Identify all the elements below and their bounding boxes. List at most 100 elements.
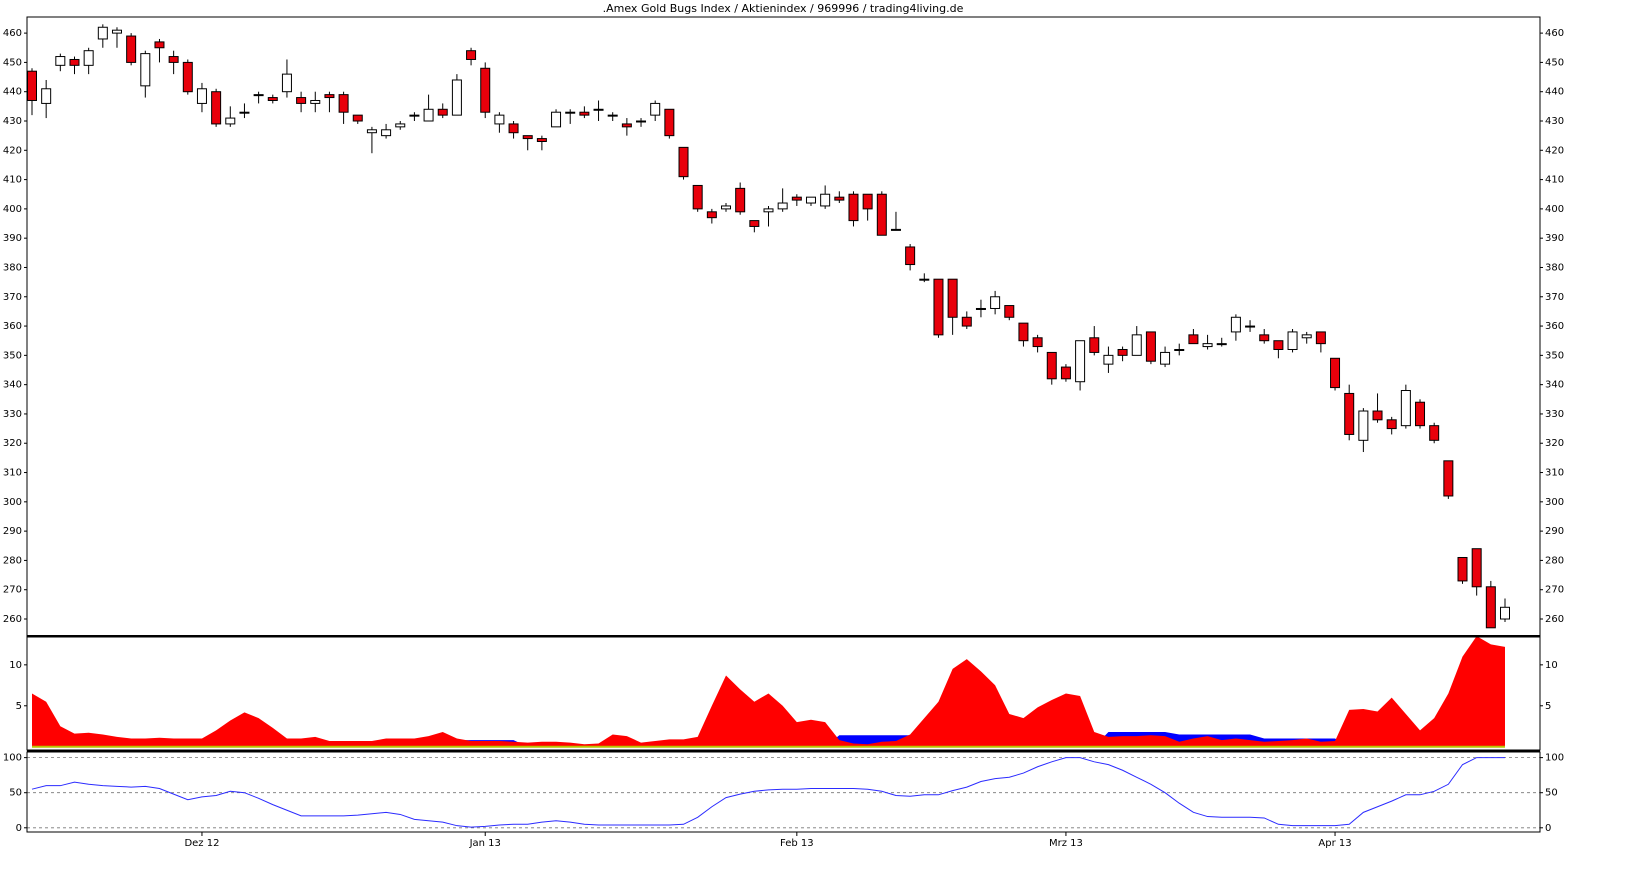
y-tick-label: 340	[3, 380, 22, 391]
candle-body	[721, 205, 732, 210]
candle-body	[1344, 392, 1355, 435]
candle-body	[890, 228, 901, 231]
candle-body	[1174, 348, 1185, 351]
y-tick-label: 350	[1545, 350, 1564, 361]
candle-body	[480, 67, 491, 113]
candle-body	[1443, 460, 1454, 497]
candle-body	[140, 53, 151, 87]
y-tick-label: 50	[1545, 788, 1558, 799]
candle-body	[1330, 357, 1341, 389]
candle-body	[281, 73, 292, 93]
candle-body	[1415, 401, 1426, 427]
x-tick-label: Mrz 13	[1049, 838, 1083, 849]
candle-body	[593, 108, 604, 111]
candle-body	[1160, 351, 1171, 365]
y-tick-label: 330	[1545, 409, 1564, 420]
candle-body	[735, 187, 746, 213]
candle-body	[876, 193, 887, 236]
candle-body	[1004, 305, 1015, 318]
candle-body	[975, 307, 986, 310]
candle-body	[1485, 586, 1496, 629]
candle-body	[324, 94, 335, 99]
candle-body	[990, 296, 1001, 309]
candle-body	[1131, 334, 1142, 356]
candle-body	[636, 120, 647, 123]
candle-body	[366, 129, 377, 134]
y-tick-label: 100	[1545, 753, 1564, 764]
candle-body	[1032, 337, 1043, 348]
candle-body	[296, 97, 307, 104]
y-tick-label: 340	[1545, 380, 1564, 391]
candle-body	[1386, 419, 1397, 430]
candle-body	[692, 184, 703, 210]
area	[32, 636, 1505, 747]
y-tick-label: 360	[1545, 321, 1564, 332]
candle-body	[1315, 331, 1326, 345]
y-tick-label: 410	[1545, 175, 1564, 186]
candle-body	[196, 88, 207, 104]
candle-body	[1046, 351, 1057, 380]
y-tick-label: 460	[1545, 28, 1564, 39]
candle-body	[664, 108, 675, 137]
candle-body	[1018, 322, 1029, 342]
candle-body	[820, 193, 831, 207]
y-tick-label: 400	[3, 204, 22, 215]
y-tick-label: 0	[1545, 823, 1551, 834]
candle-body	[1145, 331, 1156, 362]
y-tick-label: 260	[1545, 614, 1564, 625]
y-tick-label: 420	[1545, 145, 1564, 156]
y-tick-label: 410	[3, 175, 22, 186]
y-tick-label: 370	[1545, 292, 1564, 303]
candle-body	[777, 202, 788, 210]
y-tick-label: 350	[3, 350, 22, 361]
candle-body	[565, 111, 576, 114]
candle-body	[763, 208, 774, 213]
candle-body	[650, 102, 661, 116]
candle-body	[55, 56, 66, 66]
candle-body	[253, 94, 264, 97]
candle-body	[1188, 334, 1199, 345]
candle-body	[310, 99, 321, 104]
y-tick-label: 290	[1545, 526, 1564, 537]
candle-body	[338, 94, 349, 113]
candle-body	[126, 35, 137, 63]
candle-body	[1060, 366, 1071, 380]
y-tick-label: 300	[3, 497, 22, 508]
candle-body	[579, 111, 590, 116]
candle-body	[225, 117, 236, 125]
y-tick-label: 430	[1545, 116, 1564, 127]
candle-body	[97, 26, 108, 40]
x-tick-label: Dez 12	[184, 838, 219, 849]
candle-body	[905, 246, 916, 266]
candle-body	[1117, 348, 1128, 356]
candle-body	[1103, 354, 1114, 365]
candle-body	[41, 88, 52, 104]
candle-body	[182, 61, 193, 93]
x-tick-label: Jan 13	[469, 838, 501, 849]
candle-body	[154, 41, 165, 49]
candle-body	[834, 196, 845, 201]
y-tick-label: 400	[1545, 204, 1564, 215]
y-tick-label: 300	[1545, 497, 1564, 508]
candle-body	[1500, 606, 1510, 620]
candle-body	[69, 58, 80, 66]
candle-body	[409, 114, 420, 117]
y-tick-label: 440	[1545, 87, 1564, 98]
candle-body	[451, 79, 462, 116]
candle-body	[352, 114, 363, 122]
candle-body	[1089, 337, 1100, 353]
y-tick-label: 280	[3, 555, 22, 566]
y-tick-label: 370	[3, 292, 22, 303]
y-tick-label: 440	[3, 87, 22, 98]
candle-body	[862, 193, 873, 210]
y-tick-label: 270	[1545, 585, 1564, 596]
candle-body	[919, 278, 930, 281]
candle-body	[27, 70, 37, 101]
y-tick-label: 380	[1545, 262, 1564, 273]
candle-body	[1358, 410, 1369, 441]
candle-body	[749, 220, 760, 227]
candle-body	[1400, 390, 1411, 427]
line	[31, 757, 1505, 828]
y-tick-label: 320	[3, 438, 22, 449]
